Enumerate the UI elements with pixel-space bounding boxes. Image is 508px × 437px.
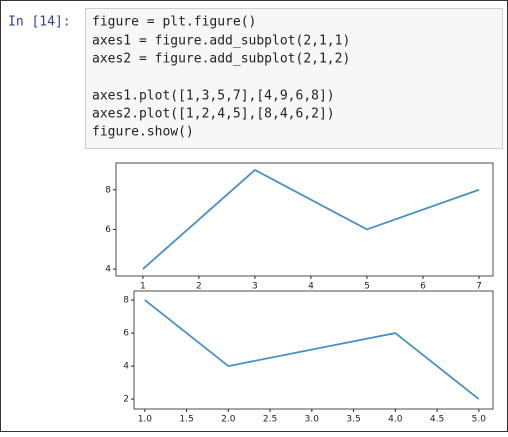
- line: [142, 168, 480, 270]
- y-tick-label: 2: [123, 395, 129, 405]
- y-tick-label: 6: [123, 329, 129, 339]
- code-line: axes1 = figure.add_subplot(2,1,1): [92, 34, 350, 49]
- y-tick-label: 6: [105, 225, 111, 235]
- x-tick-label: 1.5: [179, 415, 193, 425]
- x-tick-label: 2.0: [221, 415, 236, 425]
- line: [144, 299, 480, 400]
- x-tick-label: 1: [140, 282, 146, 292]
- x-tick-label: 3.5: [346, 415, 360, 425]
- code-line: axes2.plot([1,2,4,5],[8,4,6,2]): [92, 107, 335, 122]
- x-tick-label: 4.0: [388, 415, 403, 425]
- y-tick-label: 8: [105, 185, 111, 195]
- code-line: figure = plt.figure(): [92, 15, 256, 30]
- x-tick-label: 1.0: [138, 415, 153, 425]
- code-cell[interactable]: [85, 8, 503, 149]
- x-tick-label: 4.5: [430, 415, 444, 425]
- code-line: axes2 = figure.add_subplot(2,1,2): [92, 52, 350, 67]
- y-tick-label: 4: [123, 362, 129, 372]
- prompt: In [14]:: [8, 15, 71, 30]
- x-tick-label: 4: [308, 282, 314, 292]
- x-tick-label: 6: [420, 282, 426, 292]
- code-line: axes1.plot([1,3,5,7],[4,9,6,8]): [92, 89, 335, 104]
- x-tick-label: 7: [476, 282, 482, 292]
- y-tick-label: 8: [123, 296, 129, 306]
- axes: [115, 162, 494, 277]
- x-tick-label: 2.5: [263, 415, 277, 425]
- x-tick-label: 3: [252, 282, 258, 292]
- x-tick-label: 5.0: [472, 415, 487, 425]
- code-line: figure.show(): [92, 125, 194, 140]
- y-tick-label: 4: [105, 265, 111, 275]
- x-tick-label: 5: [364, 282, 370, 292]
- axes: [133, 290, 494, 410]
- x-tick-label: 3.0: [305, 415, 320, 425]
- x-tick-label: 2: [196, 282, 202, 292]
